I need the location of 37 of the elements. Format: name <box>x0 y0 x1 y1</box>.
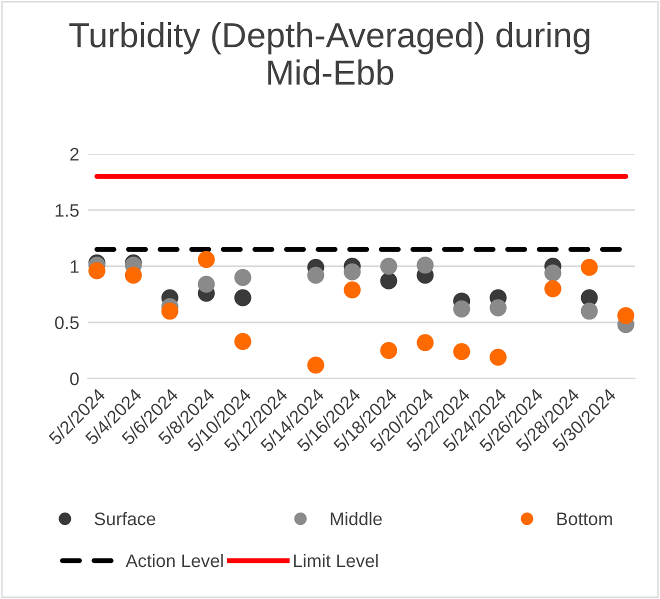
y-tick-label: 1 <box>70 260 79 273</box>
legend-label: Bottom <box>557 512 612 526</box>
point <box>234 268 252 286</box>
y-tick-label: 0 <box>70 372 79 386</box>
point <box>124 266 142 284</box>
point <box>344 263 361 280</box>
point <box>416 256 434 274</box>
point <box>453 300 470 318</box>
legend-label: Action Level <box>126 554 223 568</box>
point <box>344 281 361 298</box>
y-tick-label: 2 <box>70 148 79 160</box>
point <box>161 302 178 320</box>
legend-label: Middle <box>330 512 382 526</box>
chart-title: Turbidity (Depth-Averaged) during Mid-Ebb <box>69 22 590 85</box>
y-tick-label: 0.5 <box>55 316 79 330</box>
legend-label: Surface <box>94 512 156 526</box>
point <box>490 299 507 316</box>
point <box>88 262 106 280</box>
point <box>380 258 398 275</box>
point <box>580 258 598 276</box>
point <box>234 333 252 350</box>
point <box>490 348 507 366</box>
point <box>416 334 434 352</box>
point <box>234 289 252 306</box>
point <box>198 251 215 268</box>
legend-label: Limit Level <box>294 554 378 568</box>
point <box>307 266 324 284</box>
point <box>198 276 215 293</box>
point <box>307 356 324 374</box>
y-tick-label: 1.5 <box>56 204 79 217</box>
point <box>544 264 562 282</box>
point <box>453 343 470 360</box>
point <box>580 302 598 320</box>
point <box>544 280 562 298</box>
point <box>380 342 398 359</box>
point <box>617 307 634 324</box>
point <box>380 272 398 290</box>
